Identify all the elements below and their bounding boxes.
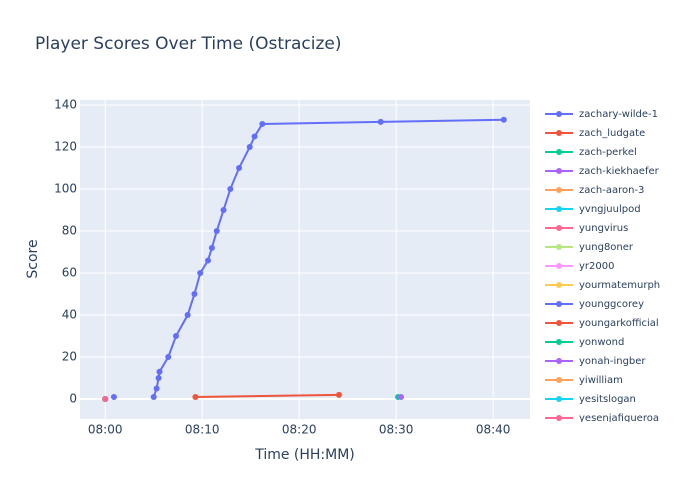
legend-item[interactable]: zach-kiekhaefer bbox=[545, 166, 660, 177]
plot-area bbox=[80, 100, 530, 419]
y-tick-label: 80 bbox=[62, 224, 77, 238]
x-axis-title: Time (HH:MM) bbox=[254, 447, 355, 463]
legend-label: yesitslogan bbox=[579, 394, 636, 405]
data-point bbox=[150, 393, 157, 400]
data-point bbox=[173, 333, 180, 340]
x-tick-label: 08:20 bbox=[282, 423, 317, 437]
y-tick-label: 140 bbox=[54, 98, 77, 112]
legend-marker bbox=[556, 187, 562, 193]
chart-title: Player Scores Over Time (Ostracize) bbox=[35, 34, 342, 54]
data-point bbox=[110, 393, 117, 400]
legend-marker bbox=[556, 339, 562, 345]
legend-marker bbox=[556, 206, 562, 212]
legend-label: yonwond bbox=[579, 337, 624, 348]
data-point bbox=[236, 165, 243, 172]
legend-label: youngarkofficial bbox=[579, 318, 659, 329]
data-point bbox=[398, 393, 405, 400]
y-tick-label: 20 bbox=[62, 350, 77, 364]
y-tick-label: 60 bbox=[62, 266, 77, 280]
data-point bbox=[197, 270, 204, 277]
legend-marker bbox=[556, 130, 562, 136]
legend-marker bbox=[556, 244, 562, 250]
legend-label: yr2000 bbox=[579, 261, 614, 272]
legend-item[interactable]: yonwond bbox=[545, 337, 624, 348]
legend-item[interactable]: yung8oner bbox=[545, 242, 634, 253]
legend-marker bbox=[556, 415, 562, 421]
legend-item[interactable]: younggcorey bbox=[545, 299, 644, 310]
data-point bbox=[102, 396, 109, 403]
data-point bbox=[192, 393, 199, 400]
legend-item[interactable]: zach-perkel bbox=[545, 147, 637, 158]
data-point bbox=[213, 228, 220, 235]
legend-item[interactable]: yesenjafigueroa bbox=[545, 413, 659, 424]
legend-label: yesenjafigueroa bbox=[579, 413, 659, 424]
legend-item[interactable]: youngarkofficial bbox=[545, 318, 659, 329]
legend-item[interactable]: zach_ludgate bbox=[545, 128, 645, 139]
data-point bbox=[246, 144, 253, 151]
legend-label: yonah-ingber bbox=[579, 356, 646, 367]
legend-marker bbox=[556, 111, 562, 117]
legend-label: zach-kiekhaefer bbox=[579, 166, 660, 177]
data-point bbox=[208, 244, 215, 251]
legend-marker bbox=[556, 320, 562, 326]
legend-marker bbox=[556, 377, 562, 383]
y-tick-label: 0 bbox=[69, 392, 77, 406]
legend-label: zachary-wilde-1 bbox=[579, 109, 658, 120]
legend-item[interactable]: yr2000 bbox=[545, 261, 614, 272]
legend-label: zach-aaron-3 bbox=[579, 185, 644, 196]
legend-item[interactable]: yvngjuulpod bbox=[545, 204, 641, 215]
legend-marker bbox=[556, 301, 562, 307]
legend-label: yung8oner bbox=[579, 242, 634, 253]
y-tick-label: 100 bbox=[54, 182, 77, 196]
legend-marker bbox=[556, 282, 562, 288]
data-point bbox=[500, 116, 507, 123]
legend-item[interactable]: zachary-wilde-1 bbox=[545, 109, 658, 120]
legend-label: zach-perkel bbox=[579, 147, 637, 158]
legend-item[interactable]: yungvirus bbox=[545, 223, 628, 234]
y-tick-label: 120 bbox=[54, 140, 77, 154]
data-point bbox=[335, 391, 342, 398]
legend-label: yiwilliam bbox=[579, 375, 623, 386]
legend-marker bbox=[556, 358, 562, 364]
data-point bbox=[165, 354, 172, 361]
legend-label: yungvirus bbox=[579, 223, 628, 234]
data-point bbox=[184, 312, 191, 319]
y-axis-title: Score bbox=[25, 239, 41, 278]
legend-marker bbox=[556, 396, 562, 402]
data-point bbox=[156, 368, 163, 375]
data-point bbox=[155, 375, 162, 382]
legend-marker bbox=[556, 263, 562, 269]
legend-label: zach_ludgate bbox=[579, 128, 645, 139]
legend-item[interactable]: yonah-ingber bbox=[545, 356, 646, 367]
data-point bbox=[205, 257, 212, 264]
legend-label: yvngjuulpod bbox=[579, 204, 641, 215]
data-point bbox=[220, 207, 227, 214]
x-tick-label: 08:30 bbox=[379, 423, 414, 437]
x-tick-label: 08:10 bbox=[185, 423, 220, 437]
legend-marker bbox=[556, 168, 562, 174]
y-tick-label: 40 bbox=[62, 308, 77, 322]
data-point bbox=[377, 118, 384, 125]
data-point bbox=[259, 120, 266, 127]
data-point bbox=[227, 186, 234, 193]
x-tick-label: 08:40 bbox=[476, 423, 511, 437]
legend-marker bbox=[556, 225, 562, 231]
data-point bbox=[153, 385, 160, 392]
legend-marker bbox=[556, 149, 562, 155]
legend-label: yourmatemurph bbox=[579, 280, 660, 291]
legend-item[interactable]: yourmatemurph bbox=[545, 280, 660, 291]
data-point bbox=[191, 291, 198, 298]
data-point bbox=[251, 133, 258, 140]
x-tick-label: 08:00 bbox=[88, 423, 123, 437]
legend-item[interactable]: yiwilliam bbox=[545, 375, 623, 386]
legend-item[interactable]: yesitslogan bbox=[545, 394, 636, 405]
legend-item[interactable]: zach-aaron-3 bbox=[545, 185, 644, 196]
series-line bbox=[195, 393, 339, 398]
legend-label: younggcorey bbox=[579, 299, 644, 310]
